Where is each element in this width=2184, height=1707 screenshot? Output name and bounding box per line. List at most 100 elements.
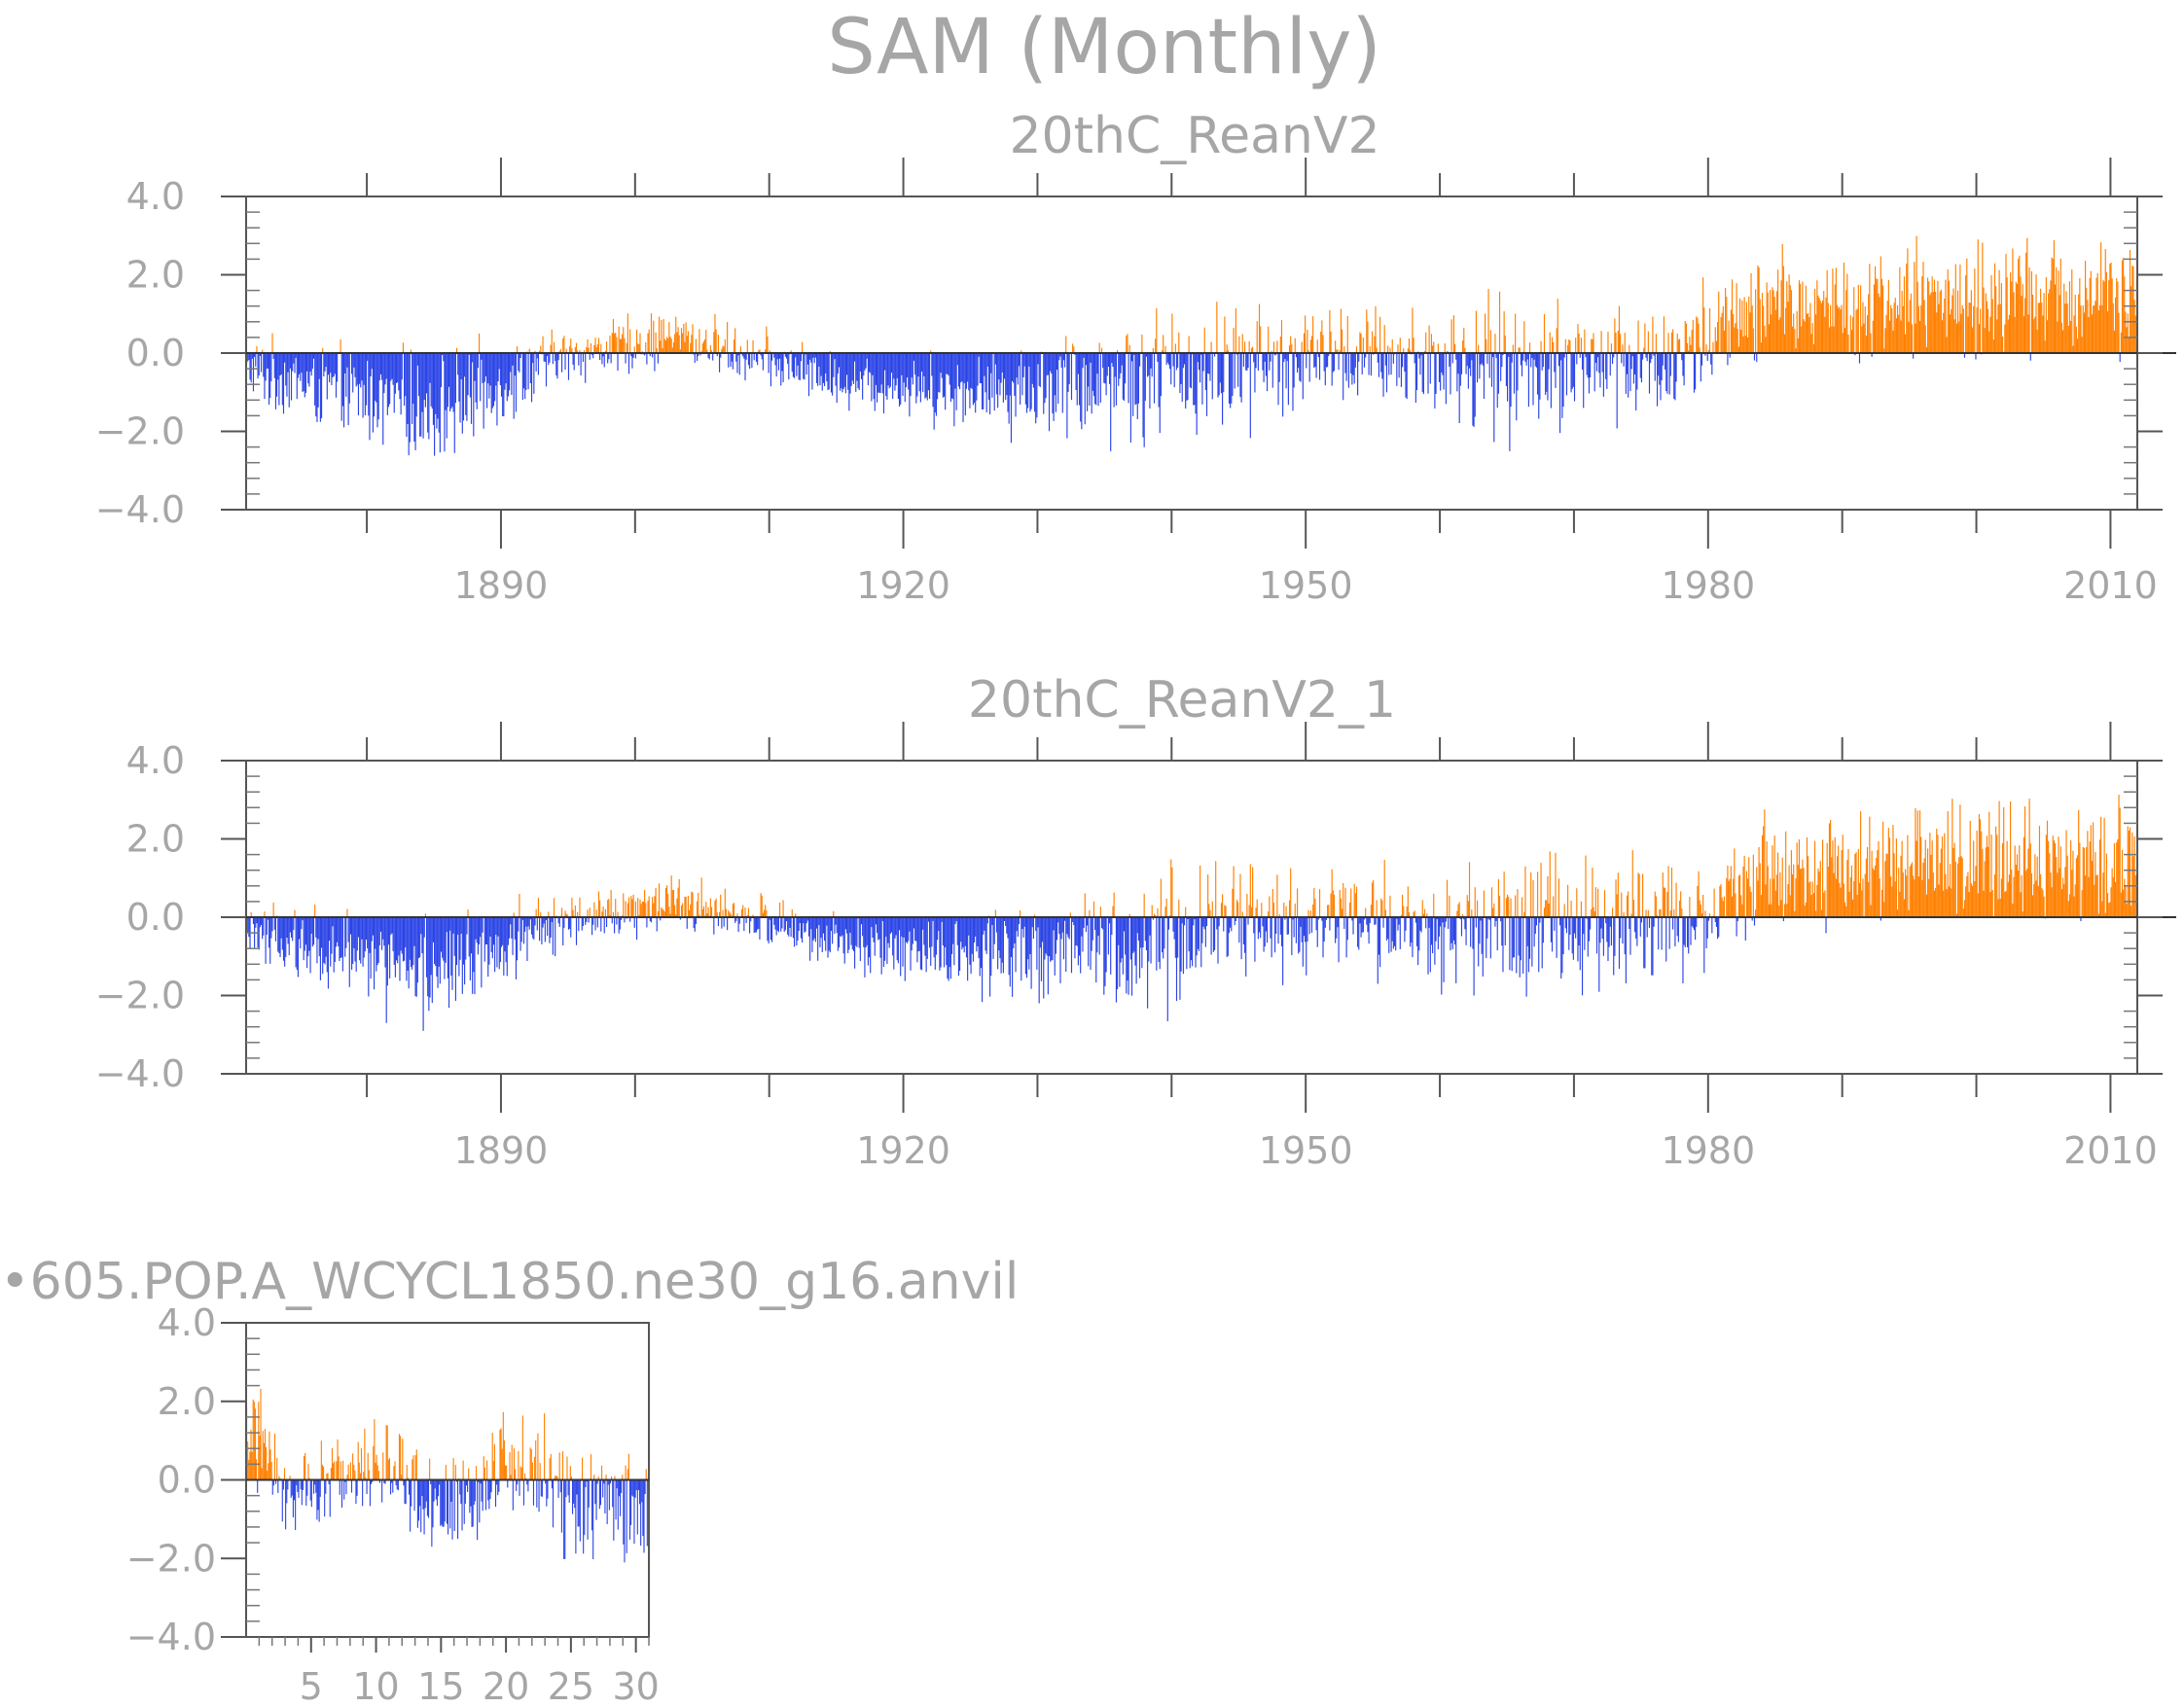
bar [1525, 353, 1527, 366]
bar [513, 1448, 515, 1480]
bar [1379, 316, 1381, 353]
bar [827, 917, 829, 958]
bar [465, 1479, 468, 1486]
bar [1658, 353, 1660, 376]
bar [1415, 353, 1418, 391]
bar [468, 917, 470, 957]
bar [342, 353, 345, 428]
bar [1903, 899, 1906, 917]
bar [1590, 917, 1592, 930]
bar [1622, 344, 1624, 353]
bar [1443, 353, 1445, 390]
bar [514, 353, 516, 376]
bar [355, 917, 357, 972]
bar [1072, 343, 1074, 353]
bar [505, 353, 507, 384]
bar [259, 917, 261, 928]
bar [1756, 867, 1758, 917]
bar [717, 335, 719, 353]
bar [1203, 327, 1205, 353]
bar [932, 353, 934, 408]
bar [1440, 917, 1442, 927]
bar [531, 1462, 533, 1480]
bar [1312, 904, 1314, 917]
panel-title: 20thC_ReanV2_1 [968, 671, 1396, 729]
bar [1282, 353, 1284, 417]
bar [1158, 353, 1160, 408]
bar [1459, 917, 1461, 920]
bar [824, 353, 826, 386]
bar [868, 353, 871, 373]
bar [1130, 917, 1133, 996]
bar [1216, 302, 1218, 353]
bar [582, 1457, 584, 1480]
bar [989, 917, 991, 997]
bar [1677, 917, 1679, 942]
bar [636, 1479, 638, 1535]
bar [1534, 917, 1536, 935]
bar [402, 1439, 404, 1480]
bar [510, 1475, 512, 1480]
bar [1155, 338, 1157, 353]
bar [2109, 902, 2111, 917]
y-tick-label: −4.0 [95, 1052, 185, 1095]
bar [502, 1411, 504, 1480]
bar [612, 319, 614, 353]
bar [1844, 902, 1846, 917]
bar [545, 917, 548, 921]
bar [687, 896, 689, 917]
bar [1868, 294, 1870, 353]
bar [984, 917, 985, 931]
bar [1794, 910, 1796, 917]
bar [377, 917, 379, 963]
bar [1043, 353, 1045, 414]
bar [1858, 882, 1861, 917]
bar [735, 917, 737, 921]
bar [448, 353, 450, 387]
bar [402, 917, 404, 962]
bar [695, 338, 698, 353]
bar [600, 343, 602, 353]
bar [428, 353, 430, 440]
bar [1785, 307, 1787, 353]
bar [403, 1479, 405, 1486]
bar [350, 1479, 353, 1493]
bar [1357, 353, 1359, 396]
bar [873, 917, 875, 942]
bar [1828, 823, 1831, 917]
bar [1295, 353, 1297, 358]
bar [964, 917, 966, 946]
bar [639, 333, 641, 353]
bar [545, 353, 548, 387]
bar [1729, 353, 1731, 358]
bar [1496, 353, 1498, 409]
bar [1976, 307, 1978, 353]
bar [1030, 353, 1032, 409]
bar [1404, 353, 1406, 372]
bar [1231, 917, 1233, 932]
bar [316, 917, 318, 964]
bar [442, 917, 444, 958]
bar [1460, 917, 1463, 937]
bar [1046, 917, 1048, 956]
bar [2096, 874, 2098, 917]
bar [841, 353, 843, 393]
bar [1125, 917, 1127, 955]
bar [1817, 868, 1819, 917]
bar [1813, 840, 1816, 917]
bar [648, 329, 650, 353]
bar [425, 917, 428, 978]
bar [1583, 353, 1585, 409]
bar [397, 353, 399, 383]
bar [1944, 298, 1946, 353]
bar [1096, 353, 1098, 374]
bar [989, 353, 991, 415]
bar [1244, 341, 1246, 353]
bar [1974, 880, 1976, 917]
bar [635, 1479, 637, 1491]
bar [1988, 811, 1990, 917]
bar [1224, 905, 1226, 917]
bar [1557, 299, 1558, 353]
bar [1245, 353, 1247, 371]
y-tick-label: 2.0 [126, 818, 185, 861]
